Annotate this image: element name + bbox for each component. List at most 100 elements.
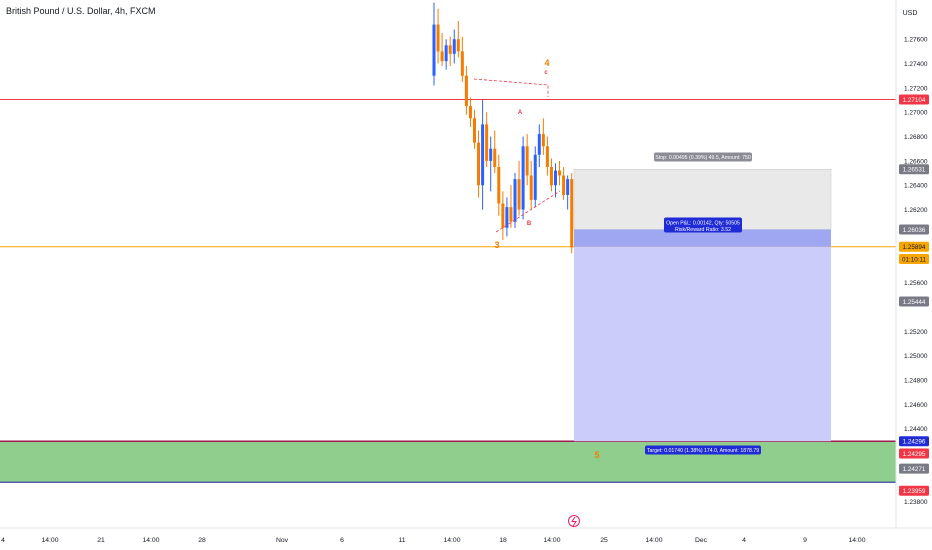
price-badge-text: 1.25444	[903, 299, 926, 306]
y-tick-label: 1.26600	[904, 158, 928, 165]
price-badge-text: 1.27104	[903, 97, 926, 104]
candle-body[interactable]	[473, 118, 476, 143]
pnl-label-bg	[664, 217, 742, 233]
symbol-title: British Pound / U.S. Dollar, 4h, FXCM	[6, 6, 156, 16]
x-tick-label: 14:00	[848, 537, 865, 544]
wave-label-c: c	[544, 70, 548, 76]
candle-body[interactable]	[493, 148, 497, 167]
target-label: Target: 0.01740 (1.38%) 174.0, Amount: 1…	[647, 448, 759, 454]
candle-body[interactable]	[477, 142, 481, 186]
candle-body[interactable]	[440, 51, 444, 62]
candle-body[interactable]	[464, 75, 468, 107]
candle-body[interactable]	[468, 106, 472, 119]
price-badge-3[interactable]	[899, 241, 929, 252]
y-tick-label: 1.26800	[904, 134, 928, 141]
y-tick-label: 1.24800	[904, 377, 928, 384]
lightning-bolt	[571, 516, 577, 527]
y-tick-label: 1.24400	[904, 426, 928, 433]
candle-body[interactable]	[566, 179, 570, 195]
candle-body[interactable]	[456, 39, 460, 52]
candle-body[interactable]	[448, 45, 452, 54]
candle-body[interactable]	[505, 207, 509, 228]
candle-body[interactable]	[541, 134, 545, 147]
y-tick-label: 1.23800	[904, 499, 928, 506]
y-tick-label: 1.25000	[904, 353, 928, 360]
target-label-bg	[645, 445, 761, 455]
price-badge-0[interactable]	[899, 94, 929, 105]
x-tick-label: Nov	[276, 537, 289, 544]
x-tick-label: 18	[499, 537, 507, 544]
y-tick-label: 1.27400	[904, 61, 928, 68]
price-badge-6[interactable]	[899, 436, 929, 447]
x-tick-label: 9	[803, 537, 807, 544]
price-badge-text: 1.23959	[903, 488, 926, 495]
candle-body[interactable]	[485, 124, 489, 161]
candle-body[interactable]	[533, 154, 537, 200]
pattern-top-dashed	[473, 78, 549, 97]
target-zone[interactable]	[574, 246, 831, 442]
price-badge-9[interactable]	[899, 485, 929, 496]
price-badge-1[interactable]	[899, 164, 929, 175]
candle-body[interactable]	[509, 207, 513, 222]
candle-body[interactable]	[549, 166, 553, 186]
candle-body[interactable]	[545, 146, 549, 167]
candle-body[interactable]	[554, 170, 557, 186]
y-tick-label: 1.27000	[904, 110, 928, 117]
price-badge-text: 01:10:11	[902, 256, 927, 263]
x-tick-label: 6	[340, 537, 344, 544]
candle-body[interactable]	[529, 175, 533, 200]
candle-body[interactable]	[497, 166, 501, 204]
y-tick-label: 1.25200	[904, 329, 928, 336]
currency-label[interactable]: USD	[903, 10, 918, 17]
x-tick-label: 14:00	[443, 537, 460, 544]
price-badge-text: 1.26036	[903, 227, 926, 234]
candle-body[interactable]	[452, 39, 456, 54]
price-badge-2[interactable]	[899, 224, 929, 235]
price-badge-7[interactable]	[899, 448, 929, 459]
y-tick-label: 1.26400	[904, 183, 928, 190]
candle-body[interactable]	[525, 146, 529, 176]
open-pnl-zone[interactable]	[574, 229, 831, 247]
y-tick-label: 1.24600	[904, 402, 928, 409]
candle-body[interactable]	[489, 148, 493, 161]
candle-body[interactable]	[513, 179, 517, 222]
y-tick-label: 1.27600	[904, 37, 928, 44]
candle-body[interactable]	[521, 146, 525, 210]
price-badge-text: 1.26531	[903, 167, 926, 174]
support-zone[interactable]	[0, 441, 896, 483]
wave-label-3: 3	[494, 240, 499, 250]
stop-label: Stop: 0.00495 (0.39%) 49.5, Amount: 750	[655, 155, 751, 161]
candle-body[interactable]	[562, 175, 566, 195]
candle-body[interactable]	[436, 24, 440, 52]
price-badge-5[interactable]	[899, 296, 929, 307]
candle-body[interactable]	[444, 45, 448, 62]
candle-body[interactable]	[570, 179, 574, 248]
x-tick-label: 14:00	[645, 537, 662, 544]
pattern-bottom-dashed	[495, 190, 561, 233]
candle-body[interactable]	[460, 51, 464, 76]
price-badge-text: 1.24295	[903, 451, 926, 458]
wave-label-4: 4	[544, 58, 549, 68]
pnl-label-text: Risk/Reward Ratio: 3.52	[675, 227, 731, 233]
price-badge-text: 1.24271	[903, 466, 926, 473]
candle-body[interactable]	[537, 134, 541, 155]
wave-label-B: B	[527, 221, 532, 227]
x-tick-label: 25	[600, 537, 608, 544]
x-tick-label: 14:00	[41, 537, 58, 544]
candle-body[interactable]	[501, 203, 505, 228]
wave-label-A: A	[518, 110, 523, 116]
candle-body[interactable]	[481, 124, 485, 186]
y-tick-label: 1.27200	[904, 85, 928, 92]
pnl-label-text: Open P&L: 0.00142, Qty: 50505	[666, 221, 740, 227]
x-tick-label: Dec	[695, 537, 708, 544]
x-tick-label: 11	[398, 537, 405, 544]
price-badge-8[interactable]	[899, 463, 929, 474]
candle-body[interactable]	[558, 170, 562, 176]
price-badge-text: 1.25894	[903, 244, 926, 251]
price-badge-4[interactable]	[899, 253, 929, 264]
x-tick-label: 4	[1, 537, 5, 544]
candle-body[interactable]	[432, 24, 436, 76]
candle-body[interactable]	[517, 179, 521, 210]
